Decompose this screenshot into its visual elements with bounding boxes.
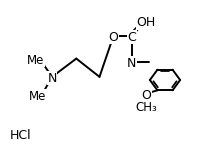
Text: O: O — [108, 31, 118, 44]
Text: Me: Me — [29, 90, 46, 103]
Text: CH₃: CH₃ — [135, 101, 157, 114]
Text: O: O — [141, 89, 150, 102]
Text: HCl: HCl — [10, 129, 32, 142]
Text: Me: Me — [27, 54, 44, 67]
Text: N: N — [47, 72, 57, 85]
Text: C: C — [127, 31, 136, 44]
Text: N: N — [126, 57, 136, 70]
Text: OH: OH — [136, 16, 155, 29]
